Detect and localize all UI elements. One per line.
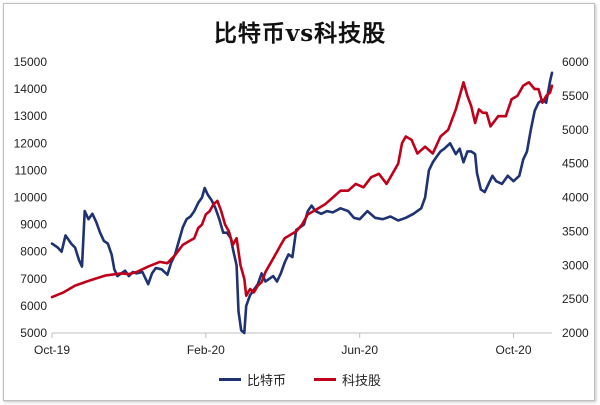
y-left-tick-label: 11000 (15, 163, 48, 177)
y-right-tick-label: 2500 (562, 292, 589, 306)
chart-frame (3, 3, 595, 401)
x-tick-label: Jun-20 (341, 343, 378, 357)
legend: 比特币 科技股 (0, 370, 600, 389)
legend-swatch-tech-stocks (314, 378, 336, 381)
y-right-tick-label: 5000 (562, 123, 589, 137)
y-left-tick-label: 8000 (20, 245, 47, 259)
y-left-tick-label: 13000 (14, 109, 48, 123)
series-line-bitcoin (50, 71, 554, 335)
x-tick-label: Feb-20 (187, 343, 225, 357)
y-right-tick-label: 3500 (562, 224, 589, 238)
y-left-tick-label: 15000 (14, 55, 48, 69)
y-right-tick-label: 4500 (562, 157, 589, 171)
x-tick-label: Oct-19 (34, 343, 70, 357)
legend-item-bitcoin: 比特币 (218, 370, 286, 389)
legend-swatch-bitcoin (218, 378, 241, 381)
y-left-tick-label: 7000 (20, 272, 47, 286)
y-left-tick-label: 10000 (14, 191, 48, 205)
chart-title: 比特币vs科技股 (213, 20, 387, 47)
legend-item-tech-stocks: 科技股 (314, 370, 381, 389)
y-right-tick-label: 5500 (562, 89, 589, 103)
y-left-tick-label: 5000 (20, 326, 47, 340)
y-right-tick-label: 6000 (562, 55, 589, 69)
y-left-tick-label: 6000 (20, 299, 47, 313)
y-right-tick-label: 4000 (562, 191, 589, 205)
y-left-tick-label: 12000 (14, 136, 48, 150)
y-left-tick-label: 9000 (20, 218, 47, 232)
x-tick-label: Oct-20 (496, 343, 532, 357)
y-right-tick-label: 3000 (562, 258, 589, 272)
y-left-tick-label: 14000 (14, 82, 48, 96)
legend-label-bitcoin: 比特币 (246, 374, 286, 389)
y-right-tick-label: 2000 (562, 326, 589, 340)
legend-label-tech-stocks: 科技股 (342, 374, 382, 389)
series-line-tech-stocks (50, 81, 554, 299)
